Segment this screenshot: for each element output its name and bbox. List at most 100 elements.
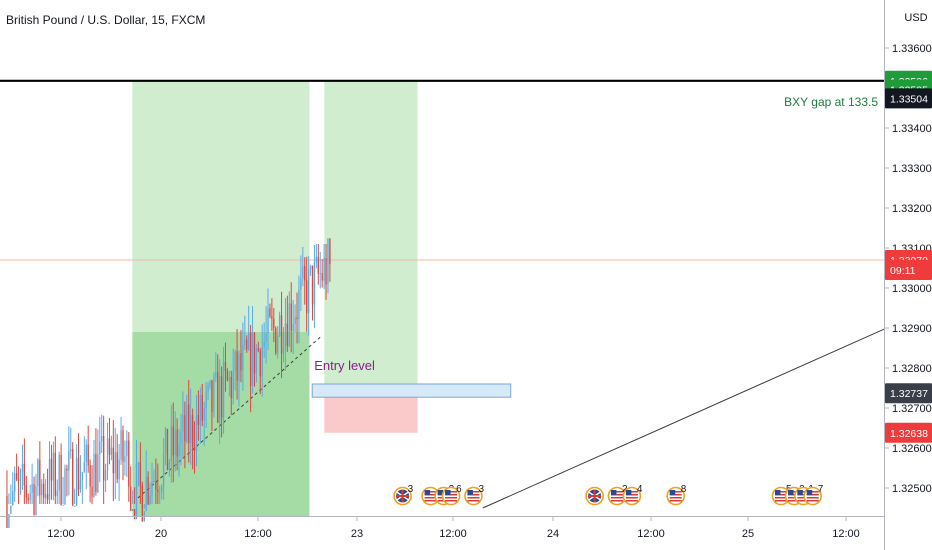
y-tick-label[interactable]: 1.33000 [892, 283, 932, 295]
event-us-icon[interactable]: 4 [622, 484, 643, 506]
candle-body [296, 317, 298, 320]
event-uk-icon[interactable]: 3 [393, 484, 414, 506]
y-tick-label[interactable]: 1.32800 [892, 363, 932, 375]
flag-canton [424, 490, 431, 495]
position-1-stop-zone[interactable] [324, 397, 418, 433]
trendline-0[interactable] [137, 335, 322, 499]
price-badges: 1.335061.335051.335041.3307009:111.32737… [885, 70, 932, 443]
long-position-tools[interactable] [132, 80, 418, 516]
x-tick-label[interactable]: 12:00 [47, 528, 75, 540]
flag-stripe [806, 500, 819, 502]
candle-body [220, 375, 223, 418]
flag-stripe [424, 491, 437, 493]
y-axis-ticks[interactable]: 1.337001.336001.335001.334001.333001.332… [884, 3, 932, 495]
position-0-target-zone[interactable] [132, 80, 310, 332]
candle-body [298, 289, 300, 320]
candle-body [25, 485, 27, 498]
event-us-icon[interactable]: 6 [441, 484, 463, 506]
candle-body [213, 377, 215, 412]
flag-stripe [424, 494, 437, 496]
flag-stripe [610, 500, 623, 502]
candle-body [259, 350, 261, 377]
event-us-icon[interactable]: 7 [803, 484, 824, 506]
candle-body [83, 462, 85, 473]
y-tick-label[interactable]: 1.32600 [892, 443, 932, 455]
candle-body [251, 332, 254, 386]
y-tick-label[interactable]: 1.32900 [892, 323, 932, 335]
candle-body [81, 472, 84, 481]
currency-label[interactable]: USD [904, 12, 927, 24]
candle-body [300, 278, 302, 290]
position-0-filled-zone[interactable] [132, 332, 310, 516]
candle-body [261, 346, 263, 377]
event-count: 4 [637, 484, 643, 495]
candle-body [207, 385, 209, 392]
price-badge: 1.33504 [885, 88, 932, 109]
candle-body [215, 371, 217, 378]
flag-stripe [445, 497, 458, 499]
trendline-1[interactable] [482, 328, 885, 509]
candle-body [325, 257, 327, 285]
candle-body [189, 415, 192, 443]
trendlines[interactable] [137, 328, 885, 509]
x-tick-label[interactable]: 24 [547, 528, 559, 540]
y-tick-label[interactable]: 1.33200 [892, 203, 932, 215]
price-badge-label: 1.32638 [890, 428, 928, 440]
candle-body [307, 269, 310, 314]
candle-body [17, 479, 20, 481]
y-tick-label[interactable]: 1.32700 [892, 403, 932, 415]
price-badge: 1.32737 [885, 383, 932, 404]
event-uk-icon[interactable] [585, 486, 604, 506]
entry-box[interactable] [311, 383, 512, 398]
annotation-0: BXY gap at 133.5 [784, 95, 878, 109]
x-tick-label[interactable]: 20 [155, 528, 167, 540]
candle-body [155, 481, 157, 490]
candle-body [93, 453, 95, 497]
flag-stripe [797, 494, 810, 496]
price-badge-label: 1.33504 [890, 93, 928, 105]
x-tick-label[interactable]: 23 [351, 528, 363, 540]
entry-level-box[interactable] [311, 383, 512, 398]
y-tick-label[interactable]: 1.33400 [892, 123, 932, 135]
flag-canton [669, 490, 676, 495]
candle-body [217, 371, 219, 423]
price-badge-label: 09:11 [890, 265, 916, 277]
event-us-icon[interactable]: 8 [666, 484, 687, 506]
x-tick-label[interactable]: 25 [742, 528, 754, 540]
candle-body [286, 323, 289, 347]
flag-canton [445, 490, 451, 495]
candle-body [70, 449, 72, 452]
candle-body [126, 440, 128, 457]
x-tick-label[interactable]: 12:00 [439, 528, 467, 540]
candle-body [240, 353, 242, 371]
event-us-icon[interactable]: 3 [464, 484, 485, 506]
candle-body [159, 491, 161, 493]
candle-body [145, 476, 147, 512]
candle-body [209, 380, 211, 386]
horizontal-lines [0, 79, 884, 261]
x-tick-label[interactable]: 12:00 [832, 528, 860, 540]
y-tick-label[interactable]: 1.33600 [892, 43, 932, 55]
candle-body [44, 494, 47, 498]
x-axis-ticks[interactable]: 12:00 20 12:00 23 12:00 24 12:00 25 12:00 [47, 516, 860, 540]
candle-body [97, 454, 99, 492]
flag-stripe [775, 497, 788, 499]
candle-body [116, 452, 118, 480]
economic-events[interactable]: 33632485217 [393, 484, 824, 506]
position-1-target-zone[interactable] [324, 80, 418, 398]
candle-body [118, 459, 120, 480]
candle-body [228, 377, 231, 381]
y-tick-label[interactable]: 1.33300 [892, 163, 932, 175]
x-tick-label[interactable]: 12:00 [637, 528, 665, 540]
flag-stripe [775, 491, 788, 493]
candle-body [172, 426, 174, 456]
x-tick-label[interactable]: 12:00 [244, 528, 272, 540]
price-badge-label: 1.32737 [890, 388, 928, 400]
candle-body [193, 446, 196, 452]
candle-body [43, 483, 45, 498]
candle-body [315, 256, 318, 263]
y-tick-label[interactable]: 1.32500 [892, 483, 932, 495]
event-count: 3 [478, 484, 484, 495]
candle-body [106, 438, 109, 471]
